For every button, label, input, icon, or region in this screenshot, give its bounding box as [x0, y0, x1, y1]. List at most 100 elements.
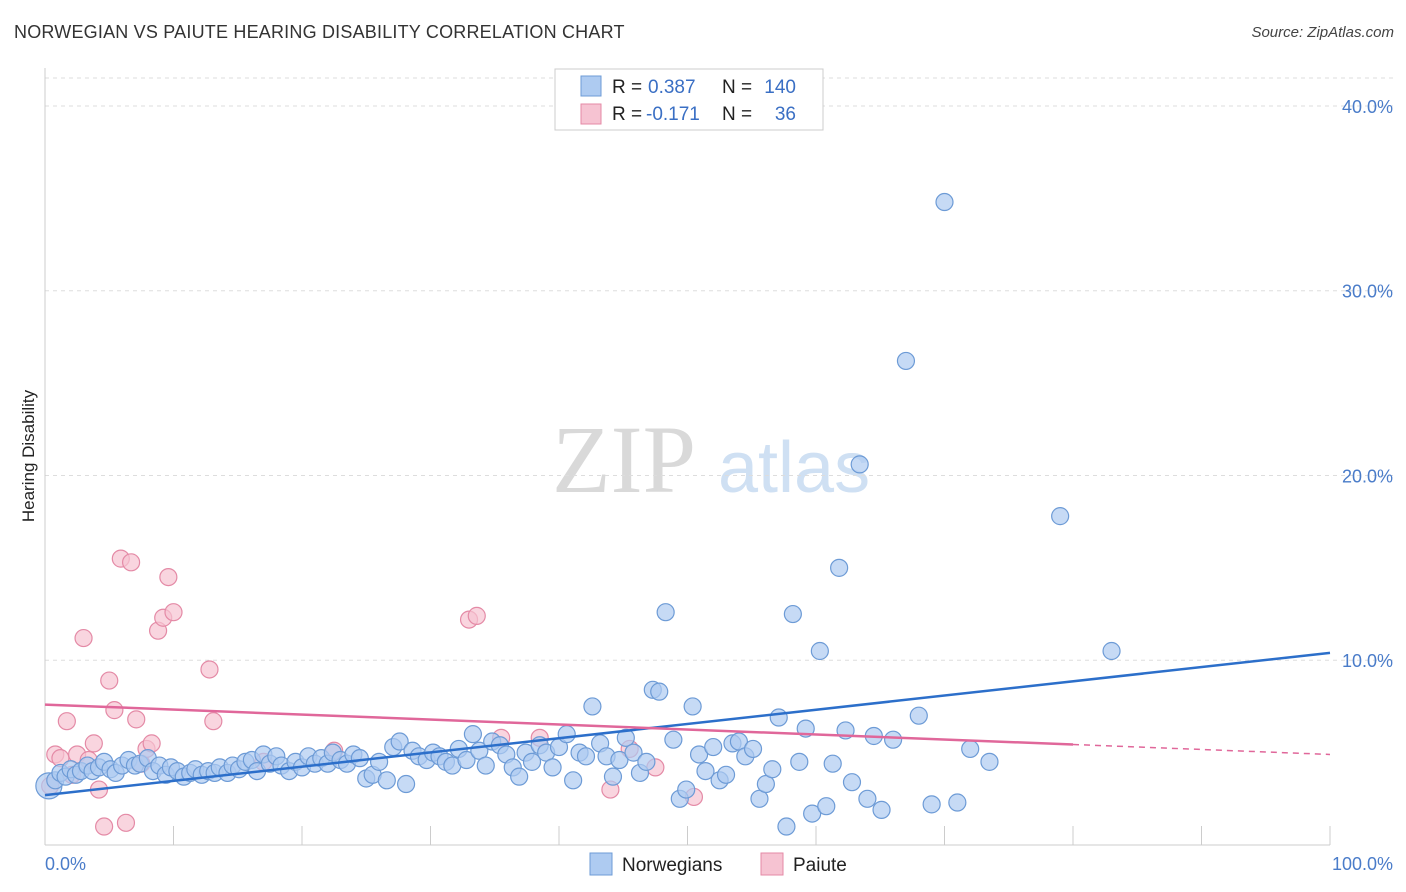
- norwegian-point-94: [637, 752, 656, 771]
- y-tick-label-10: 10.0%: [1342, 651, 1393, 671]
- norwegian-point-121: [817, 797, 836, 816]
- norwegian-point-114: [769, 708, 788, 727]
- norwegian-point-57: [390, 732, 409, 751]
- legend-swatch-norwegians: [580, 75, 602, 97]
- norwegian-trend-line: [44, 651, 1331, 797]
- paiute-point-15: [121, 553, 141, 572]
- norwegian-point-100: [677, 780, 696, 799]
- norwegian-point-119: [803, 804, 822, 823]
- norwegian-point-98: [664, 730, 683, 749]
- paiute-point-11: [100, 671, 119, 690]
- norwegian-point-130: [883, 730, 903, 749]
- norwegian-point-75: [510, 767, 529, 786]
- paiute-trend-line: [44, 703, 1074, 746]
- y-tick-label-30: 30.0%: [1342, 282, 1393, 302]
- series-legend: Norwegians Paiute: [589, 852, 847, 876]
- norwegian-point-104: [704, 737, 723, 757]
- gridlines: [45, 77, 1393, 661]
- norwegian-point-126: [850, 455, 869, 474]
- norwegian-point-82: [557, 725, 576, 744]
- norwegian-point-92: [624, 743, 643, 762]
- x-tick-marks: [173, 826, 1331, 845]
- paiute-point-6: [74, 628, 93, 648]
- watermark-zip: ZIP: [552, 406, 696, 513]
- norwegian-point-134: [935, 192, 954, 212]
- bottom-swatch-paiute: [760, 852, 784, 876]
- y-tick-label-40: 40.0%: [1342, 97, 1393, 117]
- chart-title: NORWEGIAN VS PAIUTE HEARING DISABILITY C…: [14, 22, 625, 42]
- norwegian-point-133: [922, 795, 941, 814]
- norwegian-point-129: [872, 800, 891, 819]
- legend-r-label-1: R =: [612, 77, 642, 98]
- x-tick-label-max: 100.0%: [1332, 854, 1393, 874]
- norwegian-point-77: [522, 752, 542, 771]
- norwegian-point-90: [610, 750, 629, 770]
- norwegian-point-138: [1051, 507, 1070, 526]
- norwegian-point-106: [716, 765, 736, 784]
- legend-label-norwegians: Norwegians: [622, 855, 722, 876]
- norwegian-point-89: [603, 767, 623, 786]
- y-tick-label-20: 20.0%: [1342, 466, 1393, 486]
- legend-n-label-2: N =: [722, 104, 752, 125]
- norwegian-point-85: [576, 747, 596, 766]
- paiute-point-29: [467, 606, 486, 625]
- watermark-atlas: atlas: [718, 428, 870, 508]
- norwegian-point-80: [543, 758, 562, 777]
- norwegian-point-86: [583, 697, 602, 716]
- paiute-point-24: [200, 660, 219, 679]
- paiute-point-10: [95, 817, 114, 836]
- norwegian-point-131: [896, 351, 916, 371]
- source-label: Source: ZipAtlas.com: [1251, 24, 1394, 41]
- norwegian-point-127: [858, 789, 877, 808]
- norwegian-point-101: [683, 697, 702, 716]
- bottom-swatch-norwegians: [589, 852, 613, 876]
- x-tick-label-min: 0.0%: [45, 854, 86, 874]
- norwegian-point-54: [370, 752, 389, 771]
- norwegian-point-55: [377, 771, 396, 790]
- norwegian-point-68: [463, 725, 483, 744]
- norwegian-point-102: [689, 745, 709, 764]
- norwegian-point-116: [783, 604, 802, 624]
- norwegian-point-103: [696, 761, 715, 781]
- legend-n-label-1: N =: [722, 77, 752, 98]
- norwegian-point-97: [656, 603, 675, 622]
- trend-lines: [44, 651, 1331, 797]
- y-axis-label: Hearing Disability: [19, 389, 38, 522]
- norwegian-point-51: [350, 749, 369, 768]
- norwegian-point-136: [961, 739, 980, 759]
- paiute-point-16: [127, 710, 146, 729]
- norwegian-points: [35, 192, 1121, 836]
- norwegian-point-70: [476, 756, 495, 775]
- norwegian-point-139: [1102, 641, 1121, 661]
- norwegian-point-125: [842, 773, 862, 792]
- norwegian-point-91: [616, 728, 635, 747]
- stats-legend: R = 0.387 N = 140 R = -0.171 N = 36: [554, 68, 824, 131]
- norwegian-point-123: [830, 558, 849, 577]
- legend-label-paiute: Paiute: [793, 855, 847, 876]
- norwegian-point-132: [909, 706, 928, 725]
- norwegian-point-137: [980, 752, 999, 771]
- norwegian-point-96: [650, 682, 669, 701]
- legend-r-value-1: 0.387: [648, 77, 696, 98]
- paiute-trend-line-extension: [1072, 743, 1331, 756]
- norwegian-point-67: [457, 750, 476, 770]
- norwegian-point-122: [823, 754, 842, 773]
- norwegian-point-120: [810, 641, 829, 661]
- paiute-point-22: [159, 567, 178, 587]
- paiute-point-23: [164, 603, 183, 622]
- norwegian-point-83: [564, 771, 583, 790]
- norwegian-point-135: [948, 793, 967, 812]
- norwegian-point-113: [763, 760, 782, 779]
- paiute-point-14: [116, 813, 136, 832]
- norwegian-point-110: [743, 739, 763, 759]
- legend-r-label-2: R =: [612, 104, 642, 125]
- legend-n-value-1: 140: [764, 77, 796, 98]
- paiute-point-12: [105, 701, 124, 720]
- paiute-points: [41, 549, 704, 836]
- norwegian-point-117: [790, 752, 809, 771]
- legend-swatch-paiute: [580, 103, 602, 125]
- norwegian-point-58: [396, 774, 416, 794]
- legend-r-value-2: -0.171: [646, 104, 700, 125]
- paiute-point-8: [84, 734, 103, 753]
